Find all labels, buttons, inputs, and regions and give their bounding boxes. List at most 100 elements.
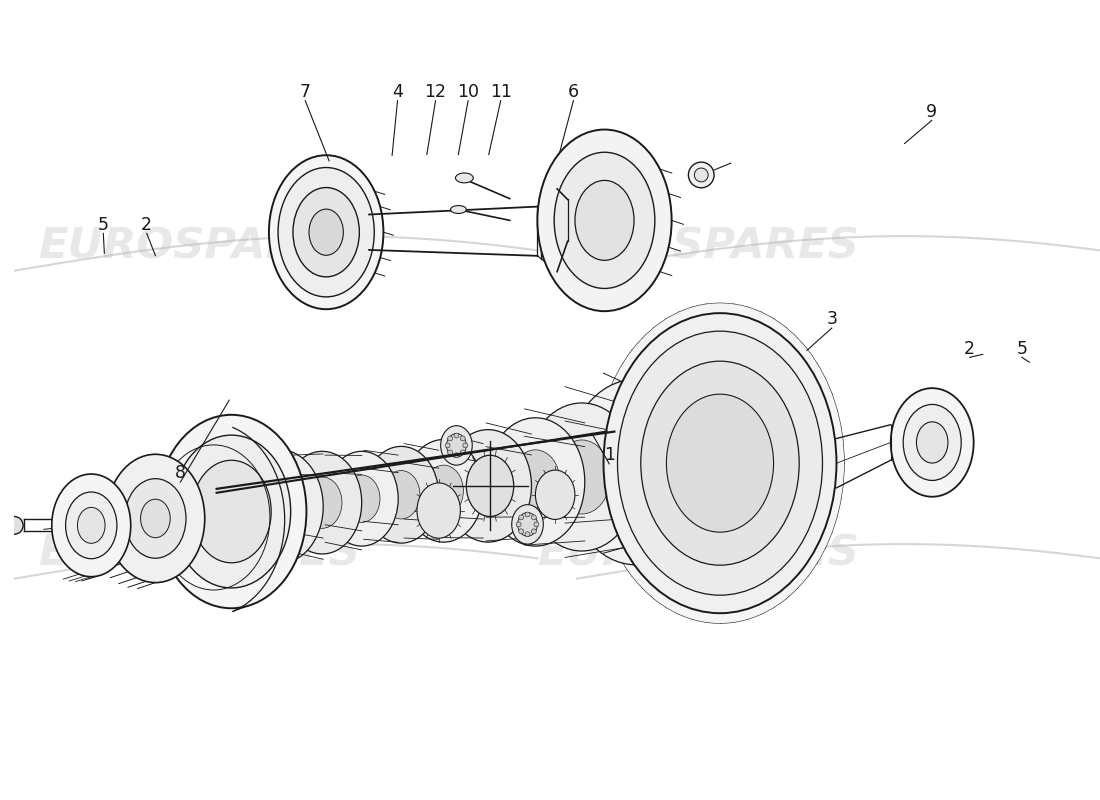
Ellipse shape	[575, 181, 634, 260]
Circle shape	[694, 168, 708, 182]
Circle shape	[629, 178, 639, 188]
Ellipse shape	[604, 313, 836, 613]
Circle shape	[525, 532, 530, 537]
Text: EUROSPARES: EUROSPARES	[37, 533, 360, 575]
Ellipse shape	[191, 460, 272, 563]
Circle shape	[448, 436, 452, 441]
Circle shape	[163, 471, 170, 479]
Ellipse shape	[283, 451, 362, 554]
Circle shape	[191, 552, 201, 562]
Circle shape	[446, 443, 450, 448]
Text: 6: 6	[568, 83, 579, 101]
Ellipse shape	[667, 394, 773, 532]
Ellipse shape	[404, 439, 483, 542]
Circle shape	[916, 412, 924, 420]
Circle shape	[714, 574, 726, 586]
Circle shape	[276, 506, 286, 517]
Ellipse shape	[364, 446, 439, 543]
Ellipse shape	[278, 167, 374, 297]
Ellipse shape	[302, 477, 342, 528]
Circle shape	[227, 570, 236, 580]
Circle shape	[525, 512, 530, 517]
Ellipse shape	[538, 130, 672, 311]
Circle shape	[534, 522, 539, 527]
Circle shape	[448, 450, 452, 455]
Text: 2: 2	[965, 340, 976, 358]
Ellipse shape	[554, 152, 654, 289]
Circle shape	[96, 486, 103, 494]
Ellipse shape	[553, 440, 610, 514]
Circle shape	[926, 470, 934, 478]
Ellipse shape	[466, 458, 509, 514]
Circle shape	[583, 467, 593, 477]
Ellipse shape	[124, 478, 186, 558]
Circle shape	[680, 467, 690, 477]
Ellipse shape	[66, 492, 117, 558]
Circle shape	[293, 189, 303, 199]
Ellipse shape	[617, 331, 823, 595]
Circle shape	[759, 558, 771, 570]
Ellipse shape	[383, 470, 420, 519]
Circle shape	[561, 199, 571, 209]
Text: 2: 2	[141, 216, 152, 234]
Circle shape	[805, 458, 817, 469]
Circle shape	[689, 162, 714, 188]
Ellipse shape	[156, 415, 307, 608]
Ellipse shape	[293, 187, 360, 277]
Text: EUROSPARES: EUROSPARES	[37, 225, 360, 267]
Ellipse shape	[234, 450, 323, 564]
Circle shape	[905, 446, 913, 454]
Circle shape	[636, 516, 647, 528]
Ellipse shape	[326, 451, 398, 546]
Ellipse shape	[536, 470, 575, 519]
Circle shape	[531, 529, 537, 534]
Circle shape	[321, 174, 331, 183]
Circle shape	[262, 462, 272, 471]
Ellipse shape	[565, 379, 707, 565]
Circle shape	[460, 436, 465, 441]
Circle shape	[350, 189, 360, 199]
Circle shape	[669, 558, 681, 570]
Circle shape	[227, 442, 236, 453]
Text: 12: 12	[425, 83, 447, 101]
Circle shape	[636, 398, 647, 410]
Circle shape	[624, 458, 635, 469]
Text: 4: 4	[392, 83, 403, 101]
Circle shape	[666, 512, 675, 522]
Ellipse shape	[595, 303, 845, 623]
Text: 5: 5	[1016, 340, 1027, 358]
Circle shape	[163, 558, 170, 566]
Ellipse shape	[451, 206, 466, 214]
Circle shape	[65, 500, 73, 508]
Text: 7: 7	[299, 83, 310, 101]
Circle shape	[570, 253, 580, 262]
Text: 8: 8	[175, 465, 186, 482]
Circle shape	[177, 506, 187, 517]
Circle shape	[631, 404, 641, 414]
Ellipse shape	[141, 499, 170, 538]
Circle shape	[123, 542, 131, 549]
Ellipse shape	[424, 465, 463, 517]
Ellipse shape	[916, 422, 948, 463]
Ellipse shape	[417, 483, 461, 538]
Circle shape	[516, 522, 521, 527]
Ellipse shape	[510, 450, 560, 514]
Text: 11: 11	[490, 83, 512, 101]
Ellipse shape	[106, 454, 205, 582]
Ellipse shape	[903, 405, 961, 481]
Circle shape	[96, 556, 103, 564]
Ellipse shape	[512, 505, 543, 544]
Circle shape	[714, 340, 726, 352]
Circle shape	[187, 514, 195, 522]
Circle shape	[293, 266, 303, 275]
Ellipse shape	[268, 155, 384, 309]
Circle shape	[361, 227, 371, 237]
Circle shape	[597, 512, 607, 522]
Circle shape	[591, 162, 601, 172]
Text: 1: 1	[604, 446, 615, 464]
Circle shape	[65, 543, 73, 550]
Circle shape	[519, 515, 524, 520]
Ellipse shape	[891, 388, 974, 497]
Ellipse shape	[525, 403, 639, 551]
Circle shape	[282, 227, 292, 237]
